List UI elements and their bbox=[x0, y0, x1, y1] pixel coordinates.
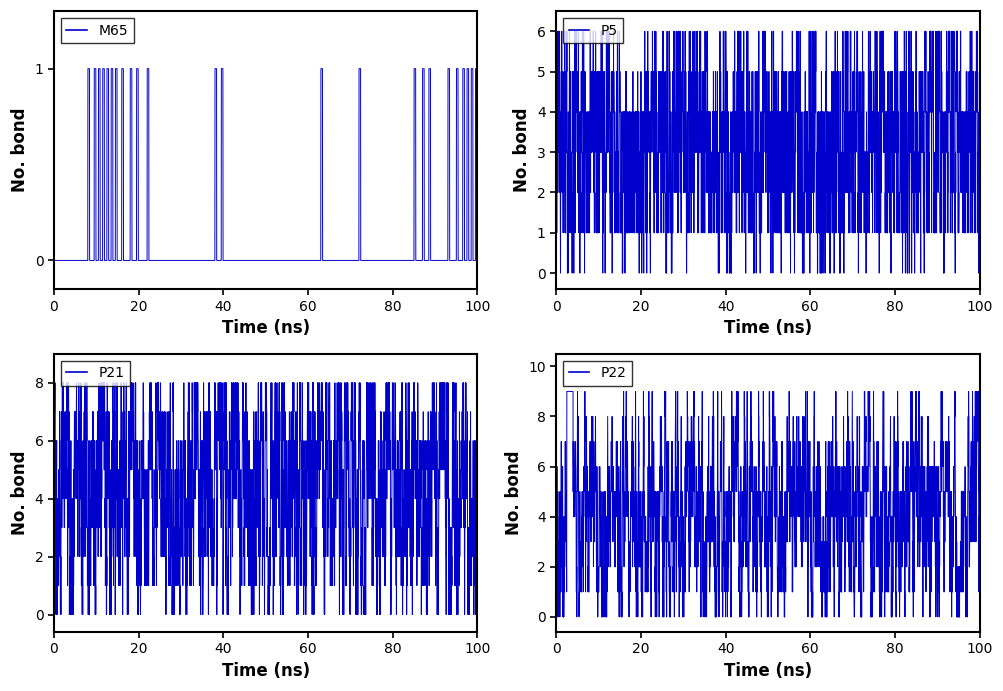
X-axis label: Time (ns): Time (ns) bbox=[723, 319, 811, 337]
Y-axis label: No. bond: No. bond bbox=[11, 108, 29, 192]
X-axis label: Time (ns): Time (ns) bbox=[222, 662, 310, 680]
Legend: M65: M65 bbox=[61, 18, 133, 43]
Y-axis label: No. bond: No. bond bbox=[505, 451, 522, 535]
X-axis label: Time (ns): Time (ns) bbox=[723, 662, 811, 680]
Y-axis label: No. bond: No. bond bbox=[513, 108, 531, 192]
Legend: P5: P5 bbox=[563, 18, 623, 43]
Y-axis label: No. bond: No. bond bbox=[11, 451, 29, 535]
X-axis label: Time (ns): Time (ns) bbox=[222, 319, 310, 337]
Legend: P22: P22 bbox=[563, 361, 632, 386]
Legend: P21: P21 bbox=[61, 361, 129, 386]
